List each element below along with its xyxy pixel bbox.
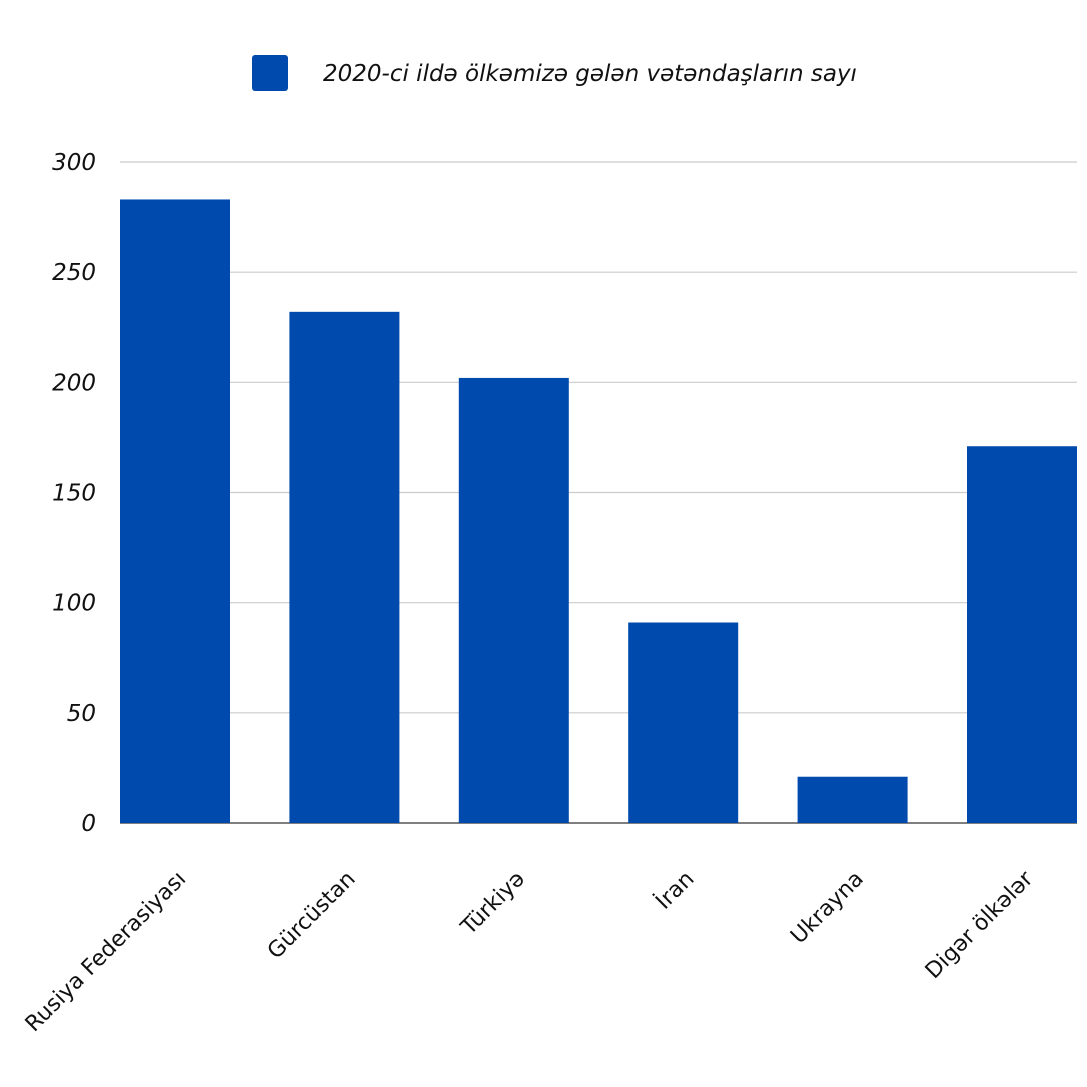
y-tick-label: 0 bbox=[81, 811, 96, 837]
x-category-label: Türkiyə bbox=[456, 867, 530, 941]
y-tick-label: 150 bbox=[52, 481, 96, 507]
x-category-label: Rusiya Federasiyası bbox=[21, 867, 191, 1037]
x-category-label: Gürcüstan bbox=[263, 867, 361, 965]
bar bbox=[967, 446, 1077, 823]
legend-swatch bbox=[252, 55, 288, 91]
bar bbox=[628, 622, 739, 823]
bar bbox=[120, 199, 230, 823]
y-tick-label: 300 bbox=[52, 150, 96, 176]
legend: 2020-ci ildə ölkəmizə gələn vətəndaşları… bbox=[252, 55, 857, 91]
gridlines bbox=[120, 161, 1077, 824]
x-category-label: Ukrayna bbox=[786, 867, 869, 950]
y-tick-label: 250 bbox=[52, 260, 96, 286]
y-axis-tick-labels: 0 50 100 150 200 250 300 bbox=[52, 150, 96, 837]
y-tick-label: 50 bbox=[67, 701, 96, 727]
bar bbox=[797, 776, 908, 823]
x-category-label: İran bbox=[651, 866, 700, 915]
y-tick-label: 100 bbox=[52, 591, 96, 617]
legend-label: 2020-ci ildə ölkəmizə gələn vətəndaşları… bbox=[323, 61, 857, 87]
bars bbox=[120, 199, 1077, 823]
bar bbox=[289, 311, 400, 823]
bar bbox=[458, 377, 569, 823]
y-tick-label: 200 bbox=[52, 370, 96, 396]
x-axis-category-labels: Rusiya Federasiyası Gürcüstan Türkiyə İran U… bbox=[21, 866, 1039, 1037]
x-category-label: Digər ölkələr bbox=[921, 866, 1039, 984]
